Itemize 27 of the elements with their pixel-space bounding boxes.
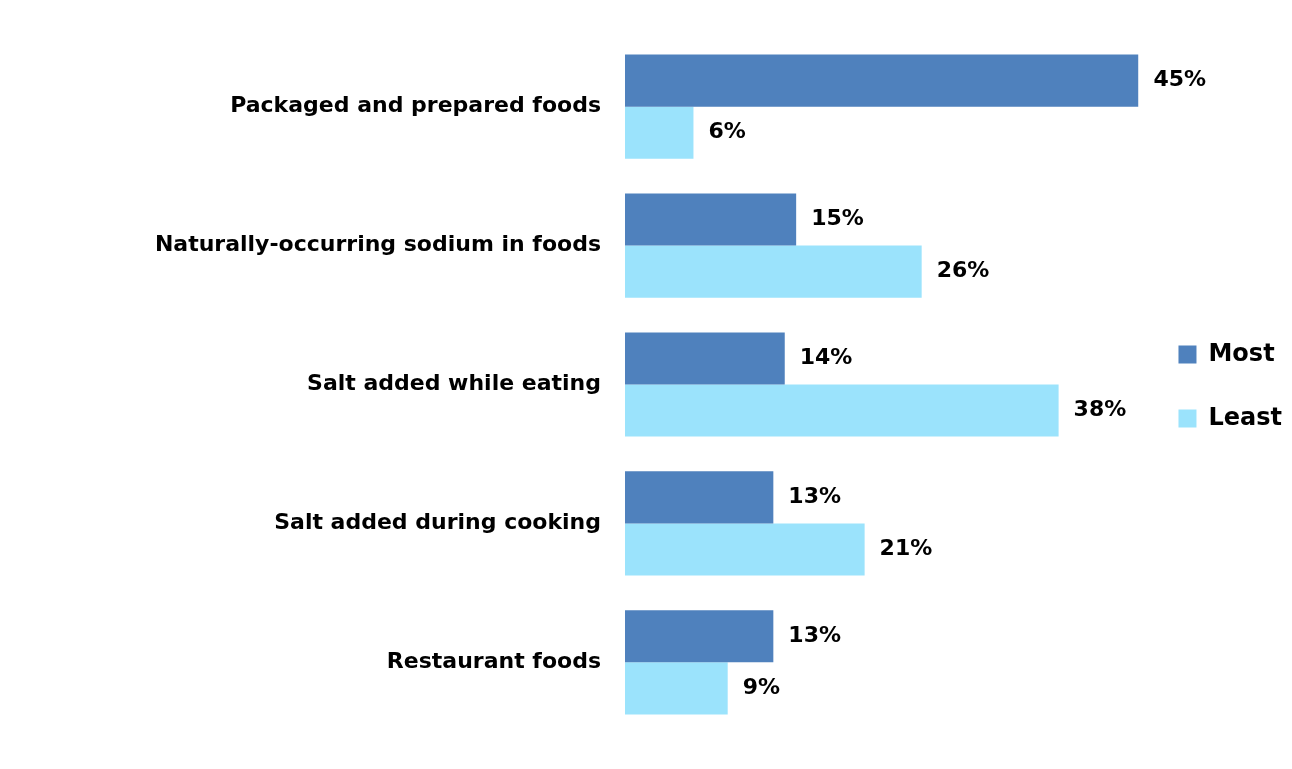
legend-label: Least xyxy=(1208,402,1283,431)
bar xyxy=(625,610,774,663)
y-tick-label: Packaged and prepared foods xyxy=(230,92,601,118)
data-label: 13% xyxy=(788,622,842,648)
y-tick-label: Salt added during cooking xyxy=(274,509,601,535)
bar xyxy=(625,245,922,298)
data-label: 15% xyxy=(811,205,864,231)
data-label: 6% xyxy=(708,118,746,144)
data-label: 38% xyxy=(1073,396,1127,422)
bar xyxy=(625,523,865,576)
bar xyxy=(625,662,728,715)
y-tick-label: Salt added while eating xyxy=(307,370,601,396)
bar xyxy=(625,332,785,385)
data-label: 26% xyxy=(936,257,990,283)
bar xyxy=(625,471,774,524)
data-label: 21% xyxy=(879,535,933,561)
bar xyxy=(625,384,1059,437)
y-tick-label: Restaurant foods xyxy=(386,648,601,674)
data-label: 45% xyxy=(1153,66,1207,92)
y-tick-label: Naturally-occurring sodium in foods xyxy=(154,231,601,257)
legend-label: Most xyxy=(1208,338,1275,367)
data-label: 9% xyxy=(742,674,781,700)
data-label: 14% xyxy=(799,344,853,370)
bar xyxy=(625,106,694,159)
data-label: 13% xyxy=(788,483,842,509)
bar xyxy=(625,193,797,246)
bar xyxy=(625,54,1139,107)
